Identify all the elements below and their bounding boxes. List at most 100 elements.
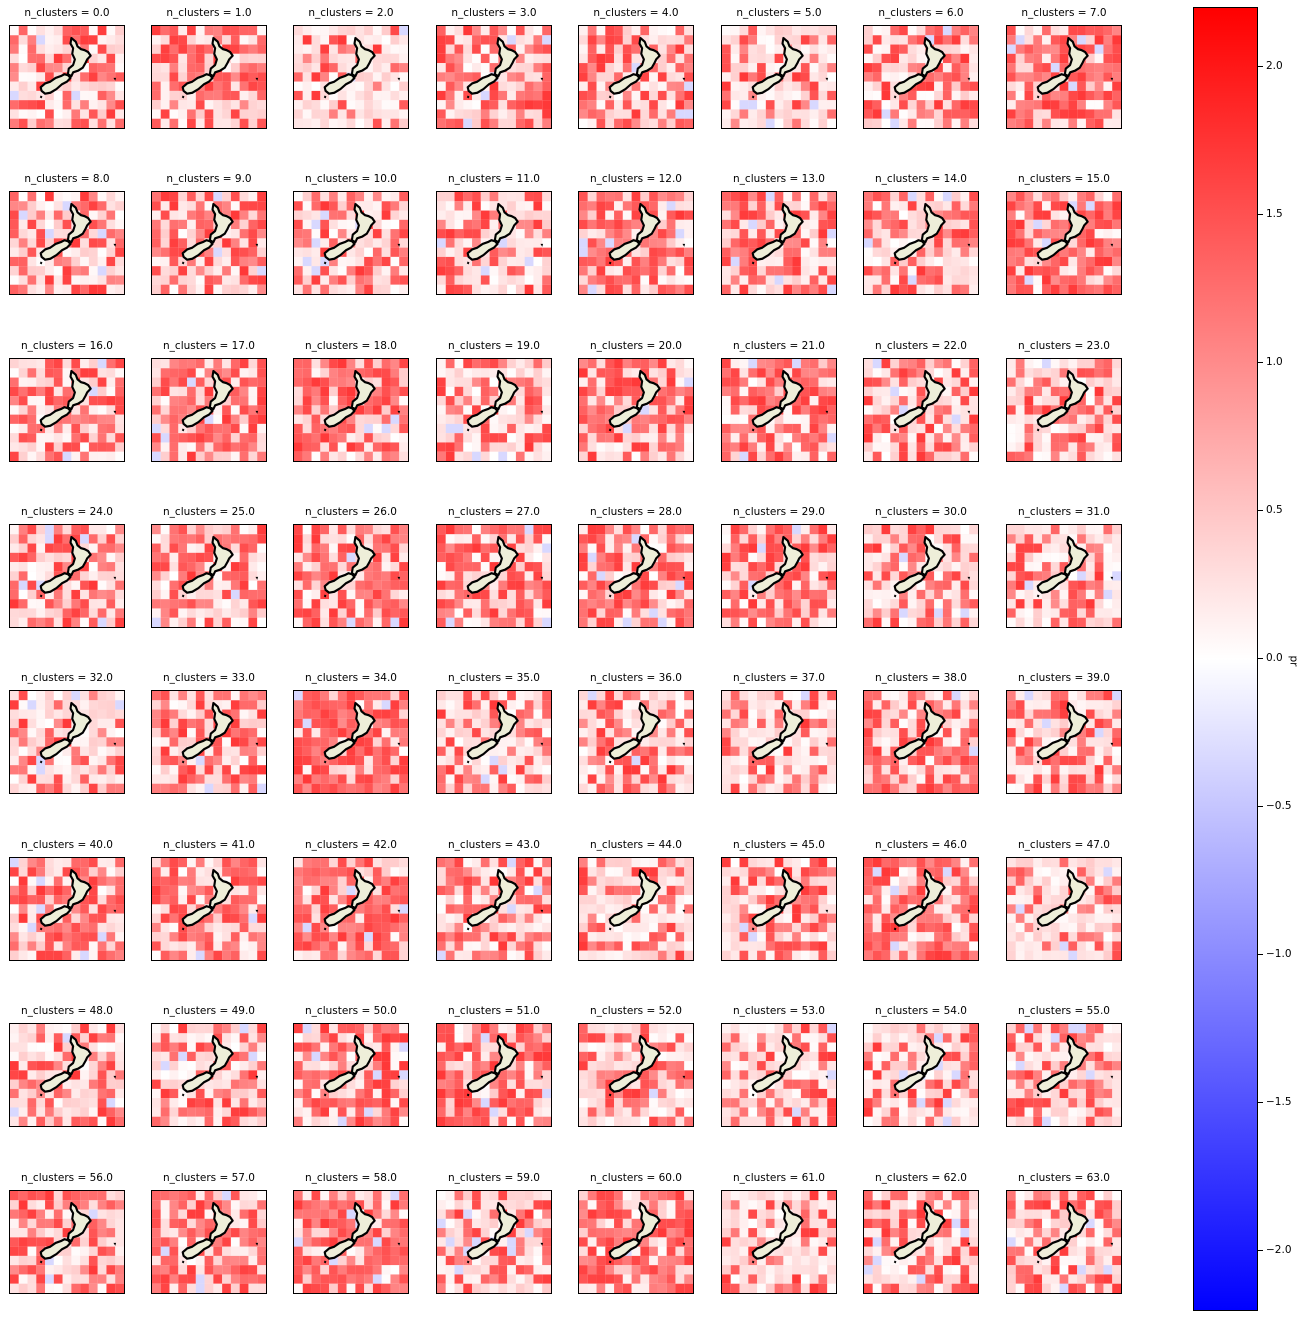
coastline [1063, 202, 1089, 244]
panel-title: n_clusters = 8.0 [24, 173, 110, 185]
coastline [778, 369, 804, 411]
island [540, 77, 544, 81]
island [113, 742, 117, 746]
panel-title: n_clusters = 24.0 [21, 506, 113, 518]
coastline [608, 406, 641, 428]
island [825, 1075, 829, 1079]
coastline [1036, 905, 1069, 927]
coastline [493, 36, 519, 78]
island [893, 1260, 897, 1264]
map-panel: n_clusters = 34.0 [293, 672, 409, 794]
coastline [608, 73, 641, 95]
panel-title: n_clusters = 7.0 [1021, 7, 1107, 19]
island [323, 428, 327, 432]
anomaly-map [863, 690, 979, 794]
island [466, 1260, 470, 1264]
island [255, 410, 259, 414]
coastline [635, 36, 661, 78]
map-panel: n_clusters = 39.0 [1006, 672, 1122, 794]
coastline [778, 868, 804, 910]
map-panel: n_clusters = 47.0 [1006, 839, 1122, 961]
panel-title: n_clusters = 13.0 [733, 173, 825, 185]
colorbar-tick-label: 1.0 [1266, 356, 1283, 369]
island [893, 1093, 897, 1097]
anomaly-map [863, 1023, 979, 1127]
map-panel: n_clusters = 27.0 [436, 506, 552, 628]
coastline [208, 202, 234, 244]
island [1110, 742, 1114, 746]
island [608, 594, 612, 598]
coastline [920, 1201, 946, 1243]
anomaly-map [151, 25, 267, 129]
island [39, 95, 43, 99]
coastline [208, 868, 234, 910]
island [967, 576, 971, 580]
colorbar-tick-label: 0.5 [1266, 504, 1283, 517]
panel-title: n_clusters = 34.0 [305, 672, 397, 684]
island [608, 261, 612, 265]
island [682, 909, 686, 913]
anomaly-map [436, 1023, 552, 1127]
island [825, 742, 829, 746]
map-panel: n_clusters = 16.0 [9, 340, 125, 462]
island [608, 428, 612, 432]
panel-title: n_clusters = 0.0 [24, 7, 110, 19]
island [608, 927, 612, 931]
coastline [1063, 1201, 1089, 1243]
island [540, 742, 544, 746]
map-panel: n_clusters = 11.0 [436, 173, 552, 295]
panel-title: n_clusters = 30.0 [875, 506, 967, 518]
map-panel: n_clusters = 5.0 [721, 7, 837, 129]
island [1110, 1242, 1114, 1246]
anomaly-map [578, 690, 694, 794]
colorbar-tick [1258, 953, 1263, 955]
anomaly-map [151, 358, 267, 462]
map-panel: n_clusters = 46.0 [863, 839, 979, 961]
map-panel: n_clusters = 41.0 [151, 839, 267, 961]
map-panel: n_clusters = 21.0 [721, 340, 837, 462]
island [397, 742, 401, 746]
coastline [66, 202, 92, 244]
coastline [39, 239, 72, 261]
island [540, 410, 544, 414]
coastline [208, 535, 234, 577]
panel-title: n_clusters = 38.0 [875, 672, 967, 684]
island [397, 243, 401, 247]
coastline [350, 868, 376, 910]
map-panel: n_clusters = 44.0 [578, 839, 694, 961]
island [255, 742, 259, 746]
coastline [751, 73, 784, 95]
anomaly-map [9, 191, 125, 295]
anomaly-map [863, 191, 979, 295]
map-panel: n_clusters = 51.0 [436, 1005, 552, 1127]
island [967, 909, 971, 913]
panel-title: n_clusters = 23.0 [1018, 340, 1110, 352]
island [1110, 77, 1114, 81]
coastline [920, 1034, 946, 1076]
map-panel: n_clusters = 10.0 [293, 173, 409, 295]
coastline [350, 535, 376, 577]
panel-title: n_clusters = 15.0 [1018, 173, 1110, 185]
map-panel: n_clusters = 24.0 [9, 506, 125, 628]
coastline [323, 738, 356, 760]
panel-title: n_clusters = 29.0 [733, 506, 825, 518]
panel-title: n_clusters = 63.0 [1018, 1172, 1110, 1184]
panel-title: n_clusters = 19.0 [448, 340, 540, 352]
panel-title: n_clusters = 16.0 [21, 340, 113, 352]
island [751, 594, 755, 598]
island [682, 742, 686, 746]
anomaly-map [578, 191, 694, 295]
coastline [608, 738, 641, 760]
island [608, 760, 612, 764]
coastline [1063, 369, 1089, 411]
map-panel: n_clusters = 18.0 [293, 340, 409, 462]
anomaly-map [293, 524, 409, 628]
colorbar-tick [1258, 66, 1263, 68]
anomaly-map [293, 690, 409, 794]
coastline [39, 738, 72, 760]
panel-title: n_clusters = 6.0 [878, 7, 964, 19]
coastline [466, 572, 499, 594]
anomaly-map [293, 25, 409, 129]
map-panel: n_clusters = 32.0 [9, 672, 125, 794]
map-panel: n_clusters = 50.0 [293, 1005, 409, 1127]
